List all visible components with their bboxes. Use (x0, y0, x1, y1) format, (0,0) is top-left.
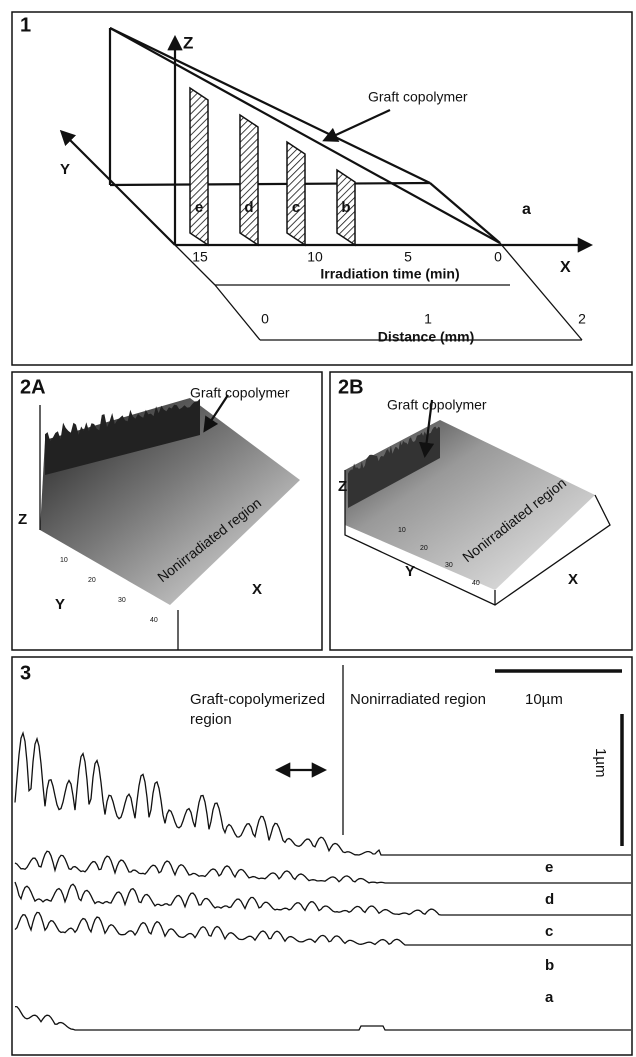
tick-label: 0 (261, 311, 269, 327)
axis-label: Z (18, 511, 27, 528)
slice-label: e (195, 199, 203, 216)
axis-label: X (568, 571, 578, 588)
tick-label: 15 (192, 249, 208, 265)
axis-label: Z (183, 33, 193, 52)
trace-label: d (545, 891, 554, 908)
scale-label: 1µm (592, 748, 609, 777)
profile-trace (14, 850, 631, 884)
axis-label: Z (338, 478, 347, 495)
tick-label: 20 (420, 545, 428, 552)
axis-label: X (252, 581, 262, 598)
panel-label: 2B (338, 376, 364, 398)
trace-label: e (545, 859, 553, 876)
slice-label: b (341, 199, 350, 216)
tick-label: 10 (60, 557, 68, 564)
axis-title: Distance (mm) (378, 329, 474, 345)
tick-label: 20 (88, 577, 96, 584)
panel3-decor (274, 665, 624, 846)
tick-label: 10 (398, 527, 406, 534)
panel-frame (11, 656, 633, 1056)
slice-label: c (292, 199, 300, 216)
axis-label: Y (55, 596, 65, 613)
profile-trace (14, 1005, 631, 1031)
panel1-diagram (59, 27, 594, 341)
panel-label: 3 (20, 662, 31, 684)
profile-trace (14, 911, 631, 946)
tick-label: 30 (445, 562, 453, 569)
panel-frame (11, 371, 323, 651)
trace-label: c (545, 923, 553, 940)
region-label: Nonirradiated region (350, 691, 486, 708)
annotation: Graft copolymer (368, 89, 468, 105)
scale-label: 10µm (525, 691, 563, 708)
axis-label: Y (60, 161, 70, 178)
trace-label: b (545, 957, 554, 974)
tick-label: 2 (578, 311, 586, 327)
plane-label: a (522, 201, 531, 218)
axis-label: Y (405, 563, 415, 580)
slice-label: d (244, 199, 253, 216)
tick-label: 30 (118, 597, 126, 604)
tick-label: 40 (472, 580, 480, 587)
axis-title: Irradiation time (min) (320, 266, 459, 282)
region-label: Graft-copolymerized (190, 691, 325, 708)
trace-label: a (545, 989, 554, 1006)
panel2B-surface (344, 399, 611, 606)
region-label: region (190, 711, 232, 728)
tick-label: 5 (404, 249, 412, 265)
panel-frame (11, 11, 633, 366)
annotation: Graft copolymer (190, 385, 290, 401)
profile-trace (14, 730, 631, 856)
panel2A-surface (39, 394, 300, 650)
tick-label: 10 (307, 249, 323, 265)
profile-trace (14, 881, 631, 916)
axis-label: X (560, 259, 571, 276)
tick-label: 0 (494, 249, 502, 265)
tick-label: 1 (424, 311, 432, 327)
annotation: Graft copolymer (387, 397, 487, 413)
panel-label: 2A (20, 376, 46, 398)
panel-label: 1 (20, 14, 31, 36)
surface-profiles (14, 730, 631, 1031)
panel-frame (329, 371, 633, 651)
tick-label: 40 (150, 617, 158, 624)
